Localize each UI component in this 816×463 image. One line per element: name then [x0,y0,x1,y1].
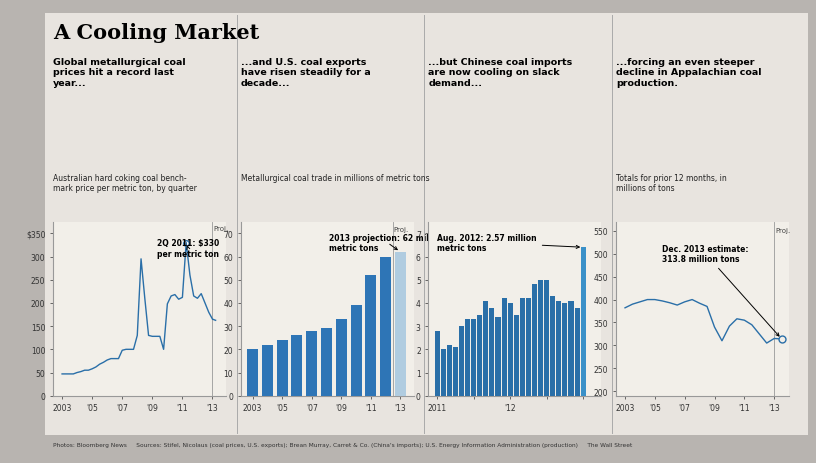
Bar [366,275,376,396]
Bar [532,285,537,396]
Bar [453,347,458,396]
Bar [459,326,464,396]
Bar [395,252,406,396]
Bar [569,301,574,396]
Text: A Cooling Market: A Cooling Market [53,23,259,43]
Bar [495,317,500,396]
Text: ...but Chinese coal imports
are now cooling on slack
demand...: ...but Chinese coal imports are now cool… [428,58,573,88]
Text: Metallurgical coal trade in millions of metric tons: Metallurgical coal trade in millions of … [241,174,429,182]
Text: Proj.: Proj. [775,227,790,233]
Text: Aug. 2012: 2.57 million
metric tons: Aug. 2012: 2.57 million metric tons [437,233,579,253]
Bar [351,306,361,396]
Text: Totals for prior 12 months, in
millions of tons: Totals for prior 12 months, in millions … [616,174,727,193]
Text: 2Q 2011: $330
per metric ton: 2Q 2011: $330 per metric ton [157,239,219,258]
Bar [526,299,531,396]
Bar [490,308,494,396]
Bar [550,296,555,396]
Bar [581,248,586,396]
Bar [306,331,317,396]
Text: Proj.: Proj. [213,225,228,231]
Bar [502,299,507,396]
Text: Global metallurgical coal
prices hit a record last
year...: Global metallurgical coal prices hit a r… [53,58,186,88]
Bar [262,345,273,396]
Bar [574,308,579,396]
Bar [465,319,470,396]
Bar [277,340,288,396]
Bar [247,350,258,396]
Bar [441,350,446,396]
Bar [483,301,488,396]
Text: Dec. 2013 estimate:
313.8 million tons: Dec. 2013 estimate: 313.8 million tons [663,244,779,336]
Text: Australian hard coking coal bench-
mark price per metric ton, by quarter: Australian hard coking coal bench- mark … [53,174,197,193]
Bar [447,345,452,396]
Bar [321,329,332,396]
Bar [562,303,567,396]
Bar [477,315,482,396]
Bar [557,301,561,396]
Bar [514,315,519,396]
Text: ...forcing an even steeper
decline in Appalachian coal
production.: ...forcing an even steeper decline in Ap… [616,58,761,88]
Text: Photos: Bloomberg News     Sources: Stifel, Nicolaus (coal prices, U.S. exports): Photos: Bloomberg News Sources: Stifel, … [53,442,632,447]
Text: ...and U.S. coal exports
have risen steadily for a
decade...: ...and U.S. coal exports have risen stea… [241,58,370,88]
Bar [471,319,477,396]
Text: Proj.: Proj. [394,226,409,232]
Bar [435,331,440,396]
Bar [520,299,525,396]
Bar [508,303,512,396]
Bar [380,257,391,396]
Bar [538,280,543,396]
Bar [291,336,303,396]
Text: 2013 projection: 62 million
metric tons: 2013 projection: 62 million metric tons [330,233,446,253]
Bar [335,319,347,396]
Bar [544,280,549,396]
